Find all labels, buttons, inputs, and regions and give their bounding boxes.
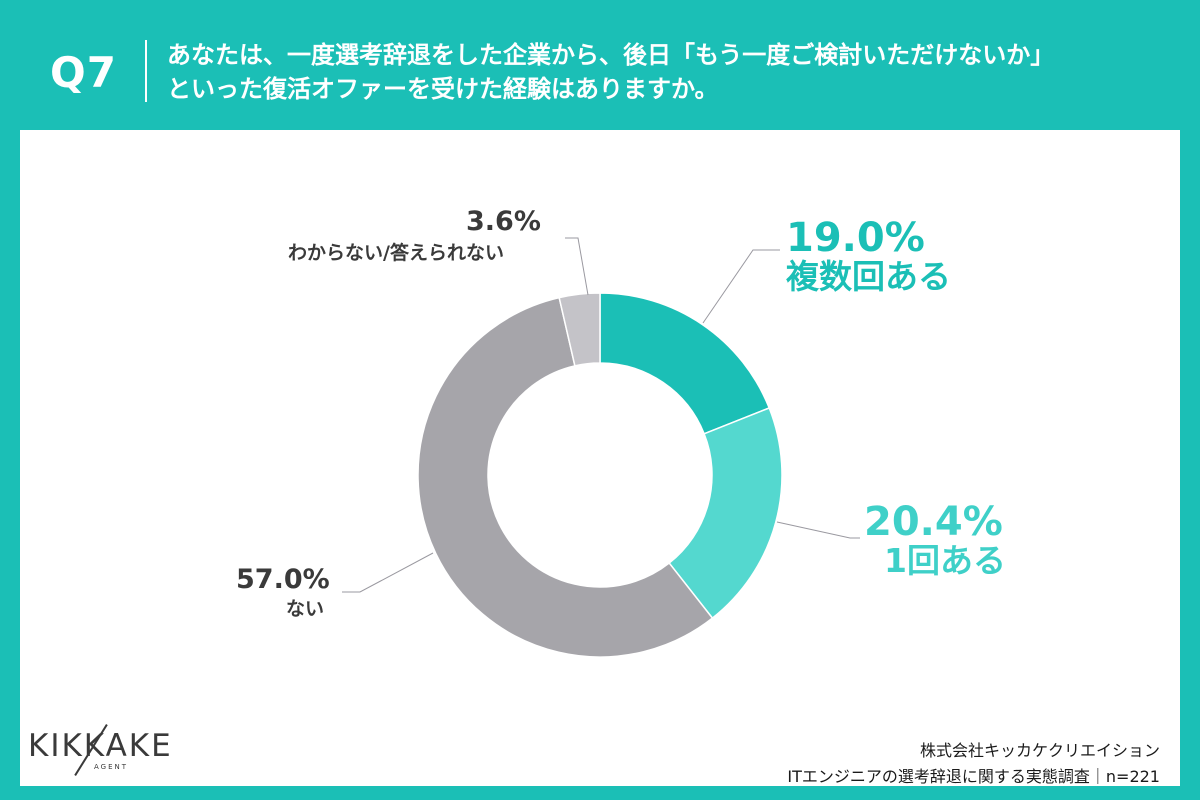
data-label-pct-once: 20.4% xyxy=(864,499,1003,545)
footer-source: 株式会社キッカケクリエイション ITエンジニアの選考辞退に関する実態調査｜n=2… xyxy=(787,738,1160,790)
slice-none xyxy=(417,296,714,658)
footer-company: 株式会社キッカケクリエイション xyxy=(919,741,1160,760)
question-line-2: といった復活オファーを受けた経験はありますか。 xyxy=(167,75,719,103)
data-label-pct-none: 57.0% xyxy=(236,564,330,595)
header-divider xyxy=(145,40,147,102)
data-label-cat-once: 1回ある xyxy=(884,541,1006,580)
leader-line-unknown xyxy=(565,237,589,296)
data-label-pct-unknown: 3.6% xyxy=(466,206,541,237)
leader-line-once xyxy=(776,521,860,539)
logo-subtext: AGENT xyxy=(94,763,129,771)
footer-survey: ITエンジニアの選考辞退に関する実態調査｜n=221 xyxy=(787,767,1160,786)
chart-panel: 19.0% 複数回ある 20.4% 1回ある 57.0% ない 3.6% わから… xyxy=(20,130,1180,786)
data-label-cat-none: ない xyxy=(286,598,325,620)
slice-unknown xyxy=(558,292,601,367)
leader-line-multiple xyxy=(702,249,780,324)
leader-line-none xyxy=(342,552,434,593)
data-label-pct-multiple: 19.0% xyxy=(786,215,925,261)
kikkake-logo: KIKKAKE AGENT xyxy=(28,724,188,776)
question-text: あなたは、一度選考辞退をした企業から、後日「もう一度ご検討いただけないか」 とい… xyxy=(167,38,1054,106)
data-label-cat-unknown: わからない/答えられない xyxy=(288,242,504,264)
donut-chart xyxy=(342,237,860,658)
question-line-1: あなたは、一度選考辞退をした企業から、後日「もう一度ご検討いただけないか」 xyxy=(167,41,1055,69)
slice-multiple xyxy=(599,292,771,435)
question-number: Q7 xyxy=(50,48,117,97)
data-label-cat-multiple: 複数回ある xyxy=(786,257,951,296)
header: Q7 あなたは、一度選考辞退をした企業から、後日「もう一度ご検討いただけないか」… xyxy=(0,0,1200,130)
